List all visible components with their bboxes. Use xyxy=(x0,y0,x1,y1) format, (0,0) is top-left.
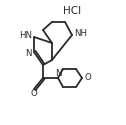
Text: O: O xyxy=(31,90,37,98)
Text: N: N xyxy=(55,68,61,78)
Text: NH: NH xyxy=(74,28,87,38)
Text: O: O xyxy=(85,74,91,82)
Text: HN: HN xyxy=(20,32,33,40)
Text: N: N xyxy=(25,48,31,58)
Text: HCl: HCl xyxy=(63,6,81,16)
